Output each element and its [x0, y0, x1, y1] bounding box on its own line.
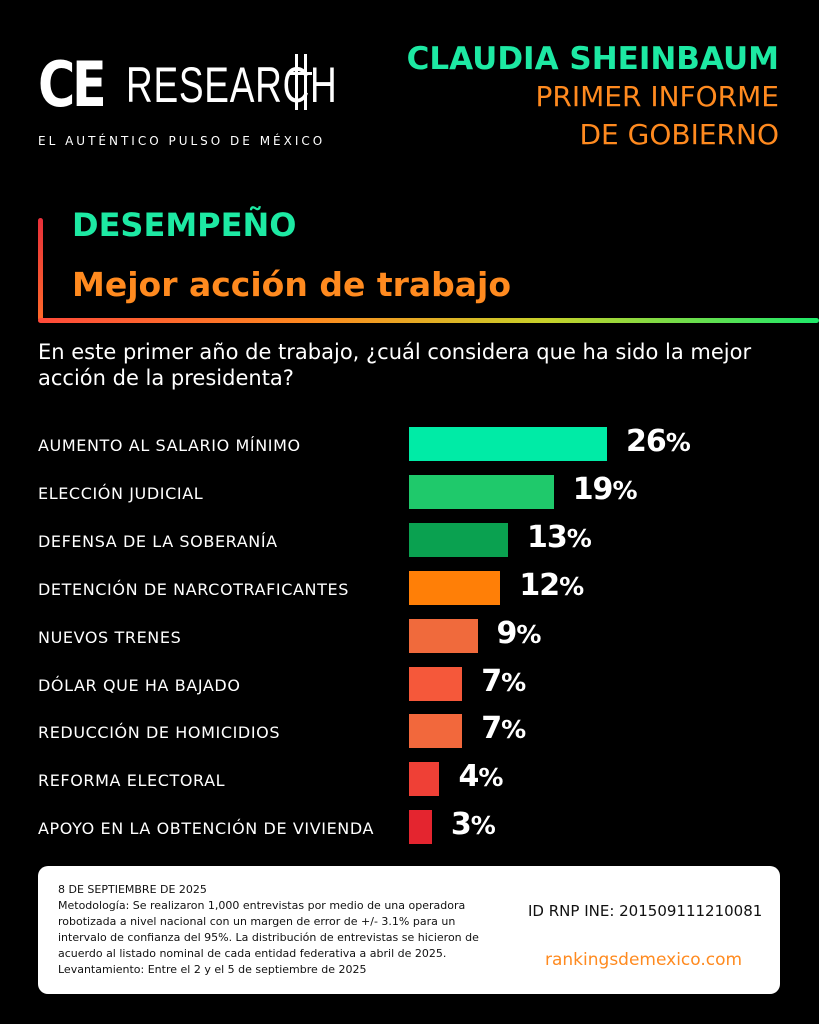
brand-logo: CE RESEARCH EL AUTÉNTICO PULSO DE MÉXICO: [38, 52, 337, 152]
bar-value-number: 19: [572, 471, 614, 507]
logo-ce: CE: [38, 48, 107, 121]
bar-value-unit: %: [516, 619, 541, 649]
header-line-2: DE GOBIERNO: [579, 118, 780, 151]
bar-value-number: 3: [450, 807, 472, 843]
frame-left-bar: [38, 218, 43, 321]
header-name: CLAUDIA SHEINBAUM: [406, 41, 779, 77]
methodology-text: Metodología: Se realizaron 1,000 entrevi…: [58, 899, 479, 960]
bar: [409, 427, 607, 461]
frame-gradient-underline: [38, 318, 819, 323]
section-title: DESEMPEÑO: [72, 206, 297, 244]
bar: [409, 618, 478, 653]
bar: [409, 522, 508, 557]
bar-value-number: 7: [481, 663, 502, 699]
footer-card: 8 DE SEPTIEMBRE DE 2025 Metodología: Se …: [38, 866, 780, 994]
section-subtitle: Mejor acción de trabajo: [72, 265, 512, 304]
bar-value-number: 9: [496, 615, 518, 651]
section-frame: [38, 218, 819, 323]
bar-value-unit: %: [612, 475, 637, 505]
bar-value-label: 7%: [481, 663, 526, 699]
logo-hash-icon: [290, 54, 312, 110]
bar-label: DETENCIÓN DE NARCOTRAFICANTES: [38, 579, 349, 599]
bar-value-unit: %: [501, 715, 526, 745]
logo-research: RESEARCH: [126, 57, 338, 113]
bar-value-label: 4%: [458, 759, 503, 795]
footer-url-link[interactable]: rankingsdemexico.com: [545, 950, 743, 970]
bar-value-number: 13: [527, 519, 568, 555]
bar-label: NUEVOS TRENES: [38, 627, 182, 647]
bar-label: DEFENSA DE LA SOBERANÍA: [38, 531, 278, 551]
bar: [409, 714, 463, 749]
bar: [409, 474, 554, 509]
footer-rnp-id: ID RNP INE: 201509111210081: [528, 902, 763, 920]
bar-value-unit: %: [566, 523, 592, 553]
bar-value-label: 3%: [450, 807, 496, 843]
fieldwork-text: Levantamiento: Entre el 2 y el 5 de sept…: [58, 963, 367, 976]
footer-date: 8 DE SEPTIEMBRE DE 2025: [58, 883, 207, 896]
bar-value-label: 26%: [626, 424, 691, 459]
bar-value-label: 19%: [572, 471, 638, 507]
bar-value-unit: %: [501, 667, 526, 697]
bar: [409, 666, 463, 701]
bar-value-unit: %: [470, 811, 496, 841]
bar: [409, 570, 501, 605]
logo-tagline: EL AUTÉNTICO PULSO DE MÉXICO: [38, 134, 326, 148]
bar-label: REFORMA ELECTORAL: [38, 771, 226, 791]
bar-value-number: 7: [481, 711, 502, 747]
bar-value-label: 9%: [496, 615, 542, 651]
bar-value-number: 4: [458, 759, 479, 795]
logo-wordmark: CE RESEARCH: [38, 52, 412, 116]
bar-value-unit: %: [665, 428, 691, 457]
report-header: CLAUDIA SHEINBAUM PRIMER INFORME DE GOBI…: [407, 40, 779, 154]
bar-label: DÓLAR QUE HA BAJADO: [38, 675, 241, 695]
header-line-1: PRIMER INFORME: [535, 80, 779, 113]
bar-value-number: 12: [519, 567, 560, 603]
bar: [409, 810, 432, 845]
footer-methodology: Metodología: Se realizaron 1,000 entrevi…: [58, 898, 503, 978]
survey-question: En este primer año de trabajo, ¿cuál con…: [38, 340, 752, 390]
bar-label: ELECCIÓN JUDICIAL: [38, 483, 204, 503]
bar: [409, 762, 440, 797]
bar-label: APOYO EN LA OBTENCIÓN DE VIVIENDA: [38, 819, 375, 839]
bar-label: REDUCCIÓN DE HOMICIDIOS: [38, 723, 281, 743]
bar-value-number: 26: [626, 424, 667, 459]
bar-value-unit: %: [559, 571, 584, 601]
bar-label: AUMENTO AL SALARIO MÍNIMO: [38, 436, 301, 455]
bar-value-label: 13%: [527, 519, 592, 555]
bar-value-label: 7%: [481, 711, 526, 747]
bar-value-label: 12%: [519, 567, 584, 603]
bar-value-unit: %: [478, 763, 503, 793]
